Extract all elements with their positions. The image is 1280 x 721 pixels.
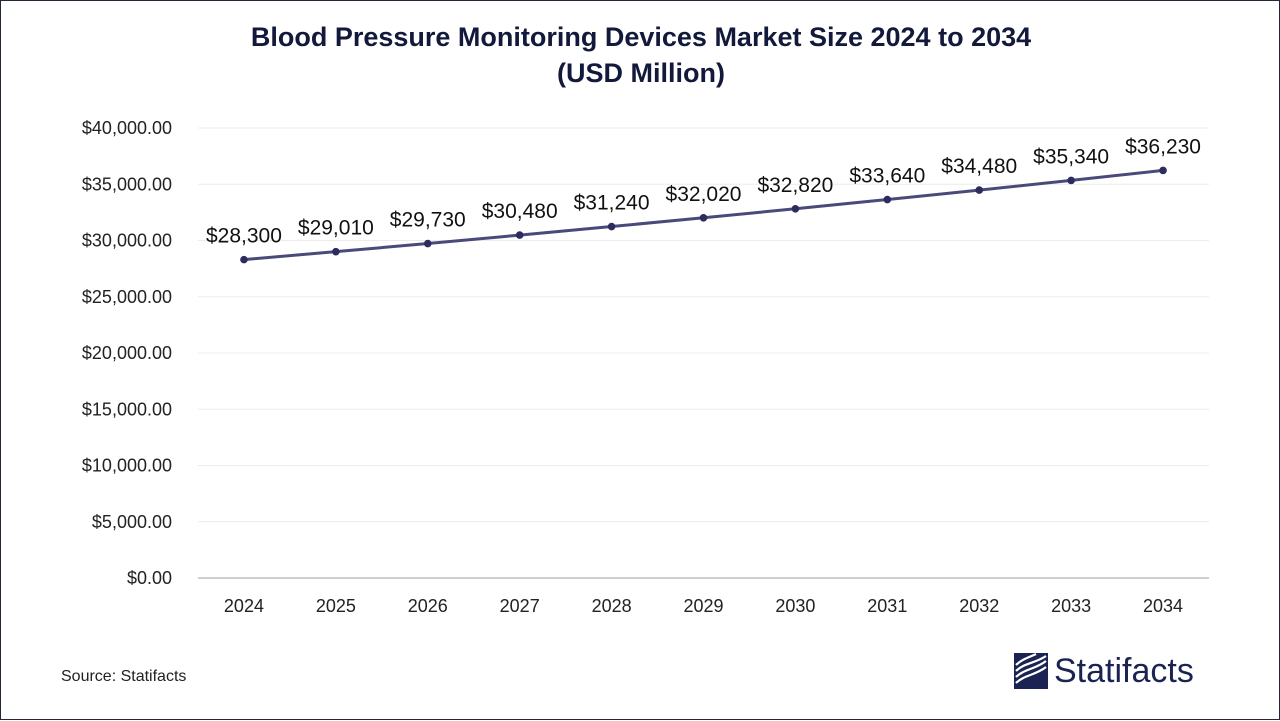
data-label: $29,010 <box>298 217 374 240</box>
data-point <box>607 222 616 231</box>
y-tick-label: $40,000.00 <box>82 118 172 138</box>
data-label: $30,480 <box>482 200 558 223</box>
data-label: $31,240 <box>574 192 650 215</box>
brand-logo: Statifacts <box>1014 651 1194 691</box>
data-point <box>332 247 340 256</box>
data-label: $33,640 <box>849 165 925 188</box>
x-tick-label: 2024 <box>224 596 264 616</box>
x-tick-label: 2033 <box>1051 596 1091 616</box>
chart-title: Blood Pressure Monitoring Devices Market… <box>250 22 1032 52</box>
x-tick-label: 2029 <box>683 596 723 616</box>
x-tick-label: 2028 <box>592 596 632 616</box>
data-label: $34,480 <box>941 155 1017 178</box>
y-tick-label: $30,000.00 <box>82 231 172 251</box>
y-tick-label: $0.00 <box>127 568 172 588</box>
x-tick-label: 2030 <box>775 596 815 616</box>
data-point <box>1067 176 1075 185</box>
statifacts-logo-icon <box>1014 653 1048 689</box>
x-tick-label: 2027 <box>500 596 540 616</box>
brand-name: Statifacts <box>1054 651 1194 690</box>
data-point <box>515 231 524 239</box>
x-tick-label: 2032 <box>959 596 999 616</box>
data-point <box>1159 166 1167 175</box>
data-point <box>699 213 708 222</box>
data-label: $28,300 <box>206 225 282 248</box>
y-tick-label: $15,000.00 <box>82 399 172 419</box>
y-axis-tick-labels: $0.00 $5,000.00 $10,000.00 $15,000.00 $20,00… <box>82 118 172 588</box>
data-label: $29,730 <box>390 209 466 232</box>
x-tick-label: 2031 <box>867 596 907 616</box>
data-label: $32,020 <box>666 183 742 206</box>
data-point <box>883 195 892 204</box>
data-labels-group: $28,300 $29,010 $29,730 $30,480 $31,240 $32,0… <box>206 135 1201 247</box>
x-tick-label: 2026 <box>408 596 448 616</box>
data-point <box>975 186 984 194</box>
y-tick-label: $25,000.00 <box>82 287 172 307</box>
y-tick-label: $20,000.00 <box>82 343 172 363</box>
x-tick-label: 2034 <box>1143 596 1183 616</box>
y-tick-label: $35,000.00 <box>82 174 172 194</box>
y-tick-label: $5,000.00 <box>92 512 172 532</box>
data-label: $36,230 <box>1125 135 1201 158</box>
y-tick-label: $10,000.00 <box>82 456 172 476</box>
data-point <box>423 239 432 248</box>
data-point <box>240 255 248 264</box>
x-tick-label: 2025 <box>316 596 356 616</box>
source-note: Source: Statifacts <box>61 668 187 685</box>
series-group <box>240 166 1167 264</box>
data-label: $32,820 <box>757 174 833 197</box>
data-label: $35,340 <box>1033 145 1109 168</box>
x-axis-tick-labels: 2024 2025 2026 2027 2028 2029 2030 2031 2032 2033… <box>224 596 1183 616</box>
chart-subtitle: (USD Million) <box>557 58 725 88</box>
data-point <box>791 204 800 213</box>
